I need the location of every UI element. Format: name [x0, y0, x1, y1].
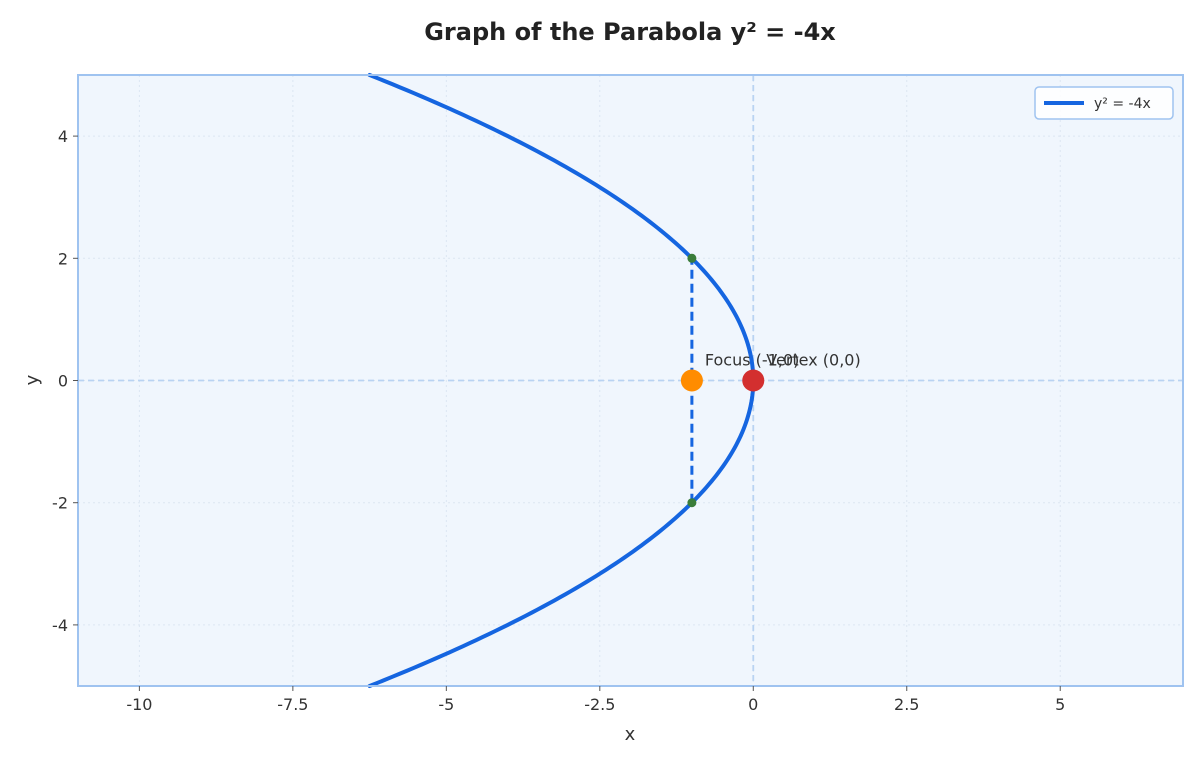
legend-label: y² = -4x [1094, 96, 1151, 112]
latus-rectum-endpoint-top [687, 253, 697, 263]
focus-point [680, 369, 703, 392]
y-tick-label: 0 [58, 372, 68, 391]
x-tick-label: -2.5 [584, 695, 615, 714]
vertex-label: Vertex (0,0) [766, 351, 860, 370]
latus-rectum-endpoint-bottom [687, 498, 697, 508]
y-axis-ticks: -4 -2 0 2 4 [52, 127, 78, 635]
legend-box [1034, 86, 1174, 120]
x-axis-ticks: -10 -7.5 -5 -2.5 0 2.5 5 [126, 686, 1065, 714]
x-tick-label: 2.5 [894, 695, 919, 714]
y-tick-label: 4 [58, 127, 68, 146]
x-tick-label: -5 [438, 695, 454, 714]
y-axis-label: y [22, 374, 43, 385]
x-tick-label: 0 [748, 695, 758, 714]
y-tick-label: -2 [52, 494, 68, 513]
chart-title: Graph of the Parabola y² = -4x [424, 18, 836, 46]
x-axis-label: x [625, 724, 636, 745]
marks-layer: Focus (-1,0)Vertex (0,0) [680, 253, 861, 508]
vertex-point [742, 369, 765, 392]
y-tick-label: -4 [52, 616, 68, 635]
x-tick-label: -10 [126, 695, 152, 714]
y-tick-label: 2 [58, 249, 68, 268]
x-tick-label: 5 [1055, 695, 1065, 714]
legend: y² = -4x [1034, 86, 1174, 120]
x-tick-label: -7.5 [277, 695, 308, 714]
focus-label: Focus (-1,0) [705, 351, 799, 370]
